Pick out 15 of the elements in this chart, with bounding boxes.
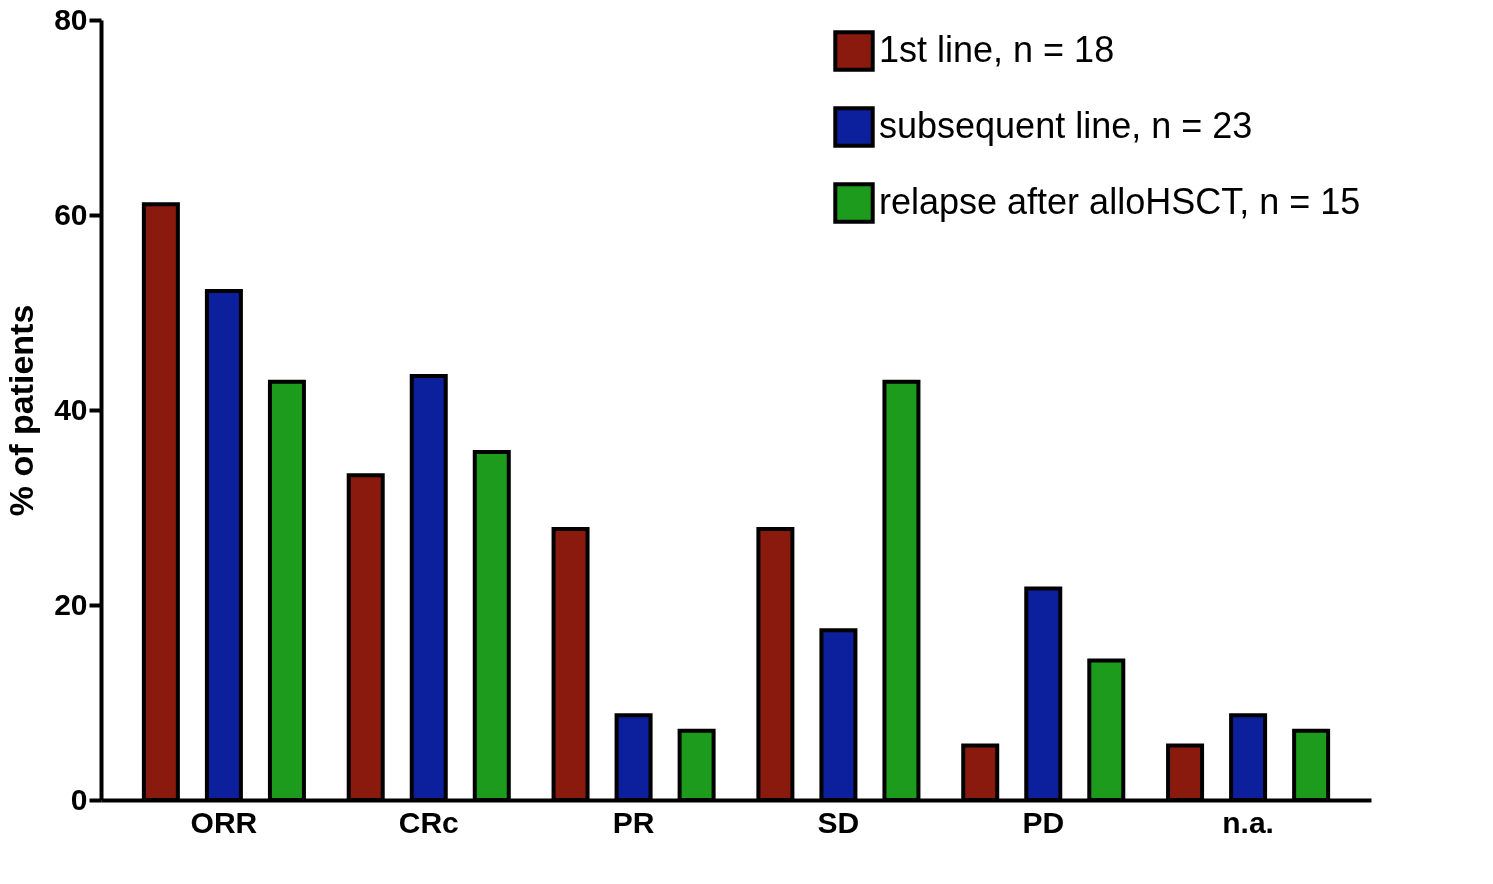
legend-label: 1st line, n = 18 [879, 29, 1115, 70]
x-tick-label: CRc [398, 805, 459, 839]
legend-label: relapse after alloHSCT, n = 15 [879, 181, 1361, 222]
y-tick-label: 80 [54, 2, 88, 36]
x-tick-label: PR [612, 805, 655, 839]
y-axis-title: % of patients [2, 304, 41, 517]
x-tick-label: SD [817, 805, 860, 839]
x-tick-label: ORR [190, 805, 258, 839]
y-tick-label: 0 [70, 782, 88, 816]
x-tick-label: PD [1022, 805, 1065, 839]
y-tick-label: 60 [54, 197, 88, 231]
x-tick-label: n.a. [1222, 805, 1274, 839]
legend-label: subsequent line, n = 23 [879, 105, 1253, 146]
y-tick-label: 40 [54, 392, 88, 426]
y-tick-label: 20 [54, 587, 88, 621]
